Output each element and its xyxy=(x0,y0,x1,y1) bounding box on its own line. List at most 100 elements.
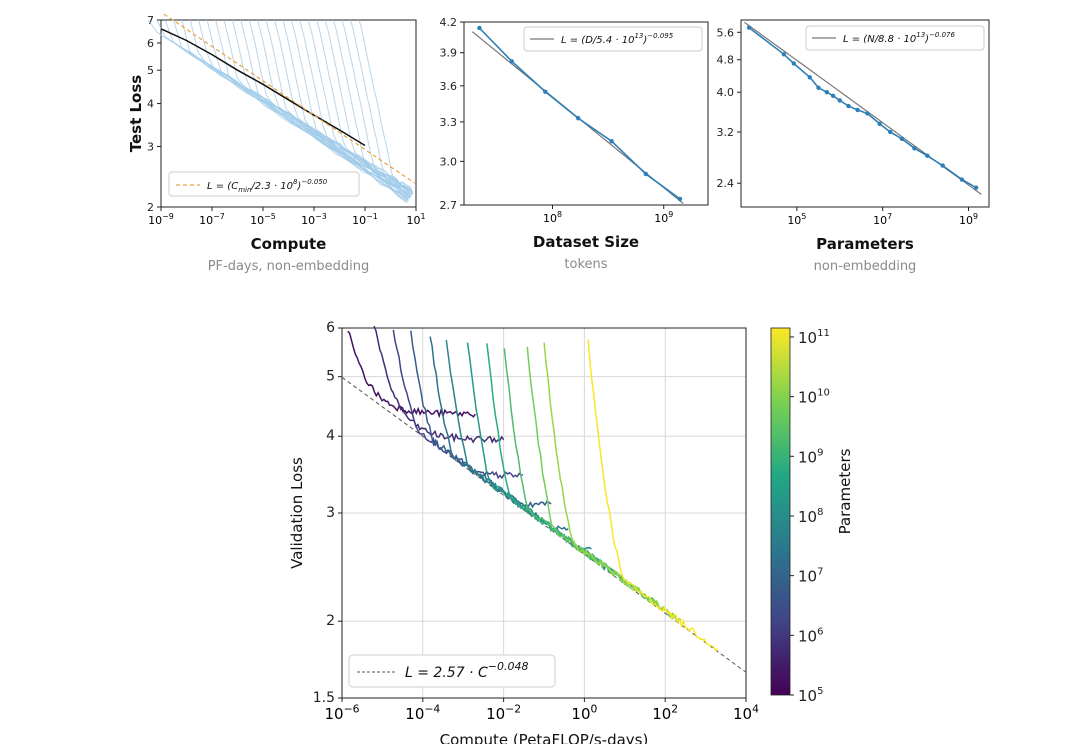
colorbar-tick-label: 106 xyxy=(798,626,823,645)
x-tick-label: 10−1 xyxy=(352,212,378,227)
x-axis-title: Parameters xyxy=(816,235,914,253)
validation-curve xyxy=(410,330,552,509)
y-tick-label: 3.2 xyxy=(717,126,735,139)
chart-compute: 10−9 10−7 10−5 10−3 10−1 101 2 3 4 5 6 7 Compute PF-d… xyxy=(127,13,426,274)
y-tick-label: 2.7 xyxy=(440,199,458,212)
learning-curve xyxy=(265,19,412,195)
colorbar: 105 106 107 108 109 1010 1011 Parameters xyxy=(770,327,854,705)
x-tick-label: 10−2 xyxy=(486,702,521,723)
parameters-series-point xyxy=(807,75,812,80)
learning-curve xyxy=(358,19,413,192)
colorbar-gradient xyxy=(770,327,791,696)
parameters-series-point xyxy=(791,61,797,66)
y-tick-label: 5 xyxy=(147,64,154,77)
parameters-series-point xyxy=(846,103,851,109)
legend-box xyxy=(805,25,985,51)
colorbar-tick-label: 1010 xyxy=(798,388,830,407)
y-axis-title: Test Loss xyxy=(127,75,145,153)
y-tick-label: 4 xyxy=(147,98,154,111)
parameters-series-point xyxy=(837,98,842,103)
colorbar-tick-label: 107 xyxy=(798,567,823,586)
parameters-series-point xyxy=(973,185,979,190)
y-tick-label: 3.9 xyxy=(440,47,458,60)
colorbar-tick-label: 108 xyxy=(798,507,823,526)
fit-line xyxy=(163,13,416,184)
validation-curve xyxy=(543,342,682,624)
y-tick-label: 3.3 xyxy=(440,116,458,129)
learning-curve xyxy=(349,19,412,191)
y-tick-label: 3.0 xyxy=(440,155,458,168)
y-axis-title: Validation Loss xyxy=(288,457,306,569)
learning-curve xyxy=(299,19,413,196)
parameters-series-point xyxy=(746,25,752,30)
chart-parameters: 105 107 109 2.4 3.2 4.0 4.8 5.6 Parameters non-em… xyxy=(717,19,990,274)
dataset-series-point xyxy=(677,196,683,202)
validation-curve xyxy=(526,346,679,622)
x-tick-label: 102 xyxy=(652,702,678,723)
y-tick-label: 6 xyxy=(326,320,335,336)
chart-validation: 10−6 10−4 10−2 100 102 104 1.5 2 3 4 5 6 Compute (Pe… xyxy=(288,320,759,744)
y-tick-label: 7 xyxy=(147,14,154,27)
y-tick-label: 5 xyxy=(326,369,335,385)
colorbar-tick-label: 109 xyxy=(798,447,823,466)
legend-label: L = 2.57 · C−0.048 xyxy=(405,660,528,681)
y-tick-label: 2.4 xyxy=(717,177,735,190)
x-tick-label: 101 xyxy=(406,212,425,227)
legend: L = 2.57 · C−0.048 xyxy=(348,654,556,688)
axes-frame xyxy=(341,327,747,699)
parameters-series-point xyxy=(959,177,965,182)
parameters-series-point xyxy=(830,93,836,99)
learning-curve xyxy=(290,19,413,196)
parameters-series-point xyxy=(899,136,905,141)
x-tick-label: 104 xyxy=(733,702,759,723)
axes-frame xyxy=(740,19,990,208)
legend: L = (D/5.4 · 1013)−0.095 xyxy=(523,26,703,52)
dataset-series-point xyxy=(609,138,614,144)
x-tick-label: 107 xyxy=(873,212,892,227)
y-tick-label: 2 xyxy=(326,613,335,629)
fit-line xyxy=(341,376,747,673)
y-tick-label: 3 xyxy=(147,140,154,153)
axes-frame xyxy=(160,19,417,208)
y-tick-label: 6 xyxy=(147,37,154,50)
x-tick-label: 105 xyxy=(787,212,806,227)
learning-curve xyxy=(316,19,414,195)
x-tick-label: 10−6 xyxy=(324,702,359,723)
dataset-series-point xyxy=(575,115,581,121)
colorbar-tick-label: 105 xyxy=(798,686,823,705)
x-tick-label: 109 xyxy=(959,212,978,227)
chart-dataset: 108 109 2.7 3.0 3.3 3.6 3.9 4.2 Dataset Size toke… xyxy=(440,16,709,272)
legend: L = (Cmin/2.3 · 108)−0.050 xyxy=(168,171,360,197)
x-axis-title: Compute xyxy=(251,235,327,253)
validation-curve xyxy=(587,339,719,652)
axes-frame xyxy=(463,21,709,206)
validation-curve xyxy=(486,343,638,592)
validation-curve xyxy=(445,339,592,555)
y-tick-label: 4 xyxy=(326,428,335,444)
legend-label: L = (Cmin/2.3 · 108)−0.050 xyxy=(207,178,328,194)
y-tick-label: 5.6 xyxy=(717,26,735,39)
dataset-series-point xyxy=(509,59,514,64)
parameters-series-point xyxy=(865,111,870,116)
legend-box xyxy=(523,26,703,52)
dataset-series-point xyxy=(543,89,548,94)
y-tick-label: 3.6 xyxy=(440,80,458,93)
validation-curve xyxy=(373,325,505,444)
frontier-line xyxy=(160,28,366,147)
legend-label: L = (D/5.4 · 1013)−0.095 xyxy=(561,32,674,46)
y-tick-label: 4.0 xyxy=(717,86,735,99)
legend: L = (N/8.8 · 1013)−0.076 xyxy=(805,25,985,51)
x-tick-label: 100 xyxy=(571,702,597,723)
learning-curve xyxy=(147,19,408,204)
parameters-series-point xyxy=(816,85,821,91)
parameters-series-point xyxy=(855,107,860,113)
dataset-series-point xyxy=(477,25,482,31)
parameters-series-point xyxy=(781,52,787,57)
parameters-series-point xyxy=(824,90,830,95)
dataset-series-point xyxy=(643,171,649,177)
x-tick-label: 10−7 xyxy=(199,212,225,227)
parameters-series-point xyxy=(925,153,930,158)
y-tick-label: 3 xyxy=(326,505,335,521)
x-tick-label: 10−4 xyxy=(405,702,440,723)
